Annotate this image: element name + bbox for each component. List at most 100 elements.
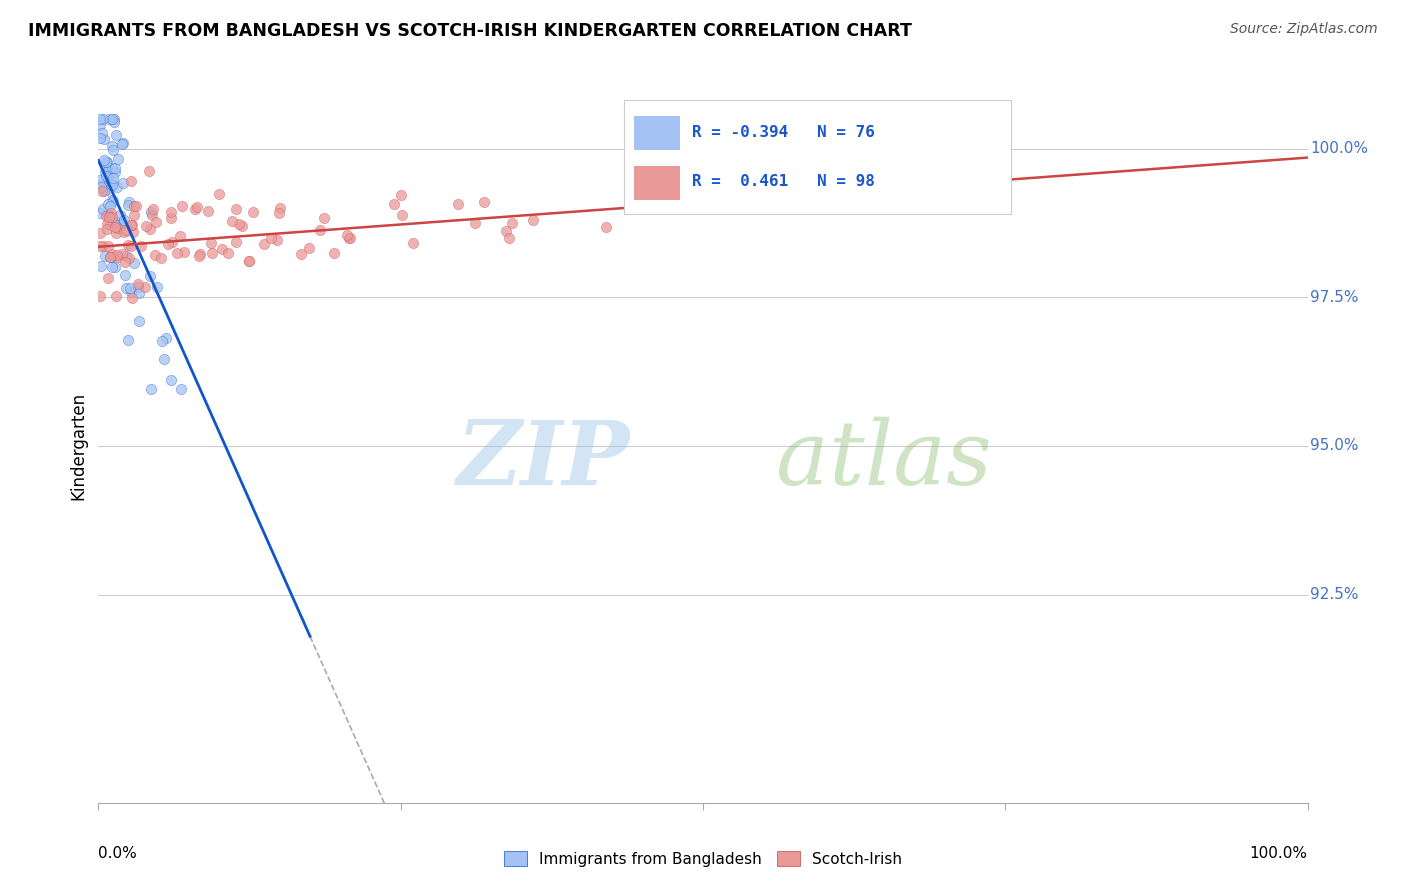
Point <box>89 112 111 126</box>
Point <box>117 194 139 209</box>
Point <box>120 285 142 300</box>
Point <box>111 216 134 230</box>
Point <box>160 373 183 387</box>
Point <box>89 179 111 194</box>
Point <box>221 214 243 228</box>
Point <box>101 247 124 261</box>
Point <box>183 202 205 217</box>
Point <box>595 219 617 234</box>
Point <box>100 139 122 153</box>
Point <box>139 269 162 284</box>
Point <box>103 115 125 129</box>
Point <box>115 281 138 295</box>
Point <box>312 211 335 226</box>
Point <box>188 247 211 261</box>
Point <box>474 194 496 209</box>
Point <box>186 200 208 214</box>
Point <box>170 382 193 396</box>
Point <box>122 199 145 213</box>
Point <box>308 223 330 237</box>
Point <box>290 247 312 261</box>
Point <box>122 255 145 269</box>
Point <box>100 250 122 264</box>
Text: Source: ZipAtlas.com: Source: ZipAtlas.com <box>1230 22 1378 37</box>
Point <box>89 118 111 132</box>
Text: ZIP: ZIP <box>457 417 630 503</box>
Point <box>447 196 470 211</box>
Point <box>112 212 135 227</box>
Point <box>97 239 120 253</box>
Point <box>90 126 112 140</box>
Point <box>200 236 222 251</box>
Point <box>94 165 117 179</box>
Point <box>89 130 111 145</box>
Point <box>101 193 124 207</box>
Text: 97.5%: 97.5% <box>1310 290 1358 305</box>
Point <box>94 209 117 223</box>
Point <box>101 210 124 224</box>
Point <box>107 250 129 264</box>
Point <box>156 237 179 252</box>
Point <box>105 221 128 235</box>
Point <box>228 217 250 231</box>
Point <box>495 223 517 237</box>
Point <box>111 247 134 261</box>
Point <box>93 153 115 168</box>
FancyBboxPatch shape <box>634 166 681 200</box>
Point <box>98 250 121 264</box>
Point <box>98 251 121 265</box>
Point <box>100 161 122 175</box>
Point <box>127 280 149 294</box>
Point <box>89 238 111 252</box>
Point <box>225 202 247 216</box>
Point <box>97 210 120 224</box>
Point <box>143 247 166 261</box>
Point <box>91 184 114 198</box>
Text: 0.0%: 0.0% <box>98 846 138 861</box>
Point <box>139 205 162 219</box>
Point <box>298 241 321 255</box>
FancyBboxPatch shape <box>634 116 681 150</box>
Point <box>122 208 145 222</box>
Point <box>98 199 121 213</box>
Point <box>96 169 118 184</box>
Point <box>110 208 132 222</box>
Point <box>112 226 135 240</box>
Point <box>121 291 143 305</box>
Point <box>97 170 120 185</box>
Point <box>129 239 152 253</box>
Point <box>267 206 290 220</box>
Point <box>253 236 276 251</box>
Point <box>211 242 233 256</box>
Point <box>107 152 129 166</box>
Point <box>139 383 162 397</box>
Point <box>94 249 117 263</box>
Point <box>98 218 121 232</box>
Point <box>127 277 149 291</box>
Point <box>100 206 122 220</box>
Point <box>107 215 129 229</box>
Point <box>269 201 291 215</box>
Point <box>389 187 412 202</box>
Point <box>105 180 128 194</box>
Point <box>464 216 486 230</box>
Point <box>217 246 239 260</box>
Point <box>238 253 260 268</box>
Point <box>89 289 111 303</box>
Point <box>101 178 124 192</box>
Point <box>89 173 111 187</box>
Point <box>501 216 523 230</box>
Point <box>173 244 195 259</box>
Point <box>96 271 118 285</box>
Y-axis label: Kindergarten: Kindergarten <box>69 392 87 500</box>
Point <box>96 217 118 231</box>
Point <box>238 253 260 268</box>
Point <box>94 183 117 197</box>
Point <box>104 220 127 235</box>
Text: 92.5%: 92.5% <box>1310 587 1358 602</box>
Point <box>90 260 112 274</box>
Point <box>155 331 177 345</box>
Point <box>120 218 142 232</box>
Point <box>120 174 142 188</box>
Point <box>101 194 124 208</box>
